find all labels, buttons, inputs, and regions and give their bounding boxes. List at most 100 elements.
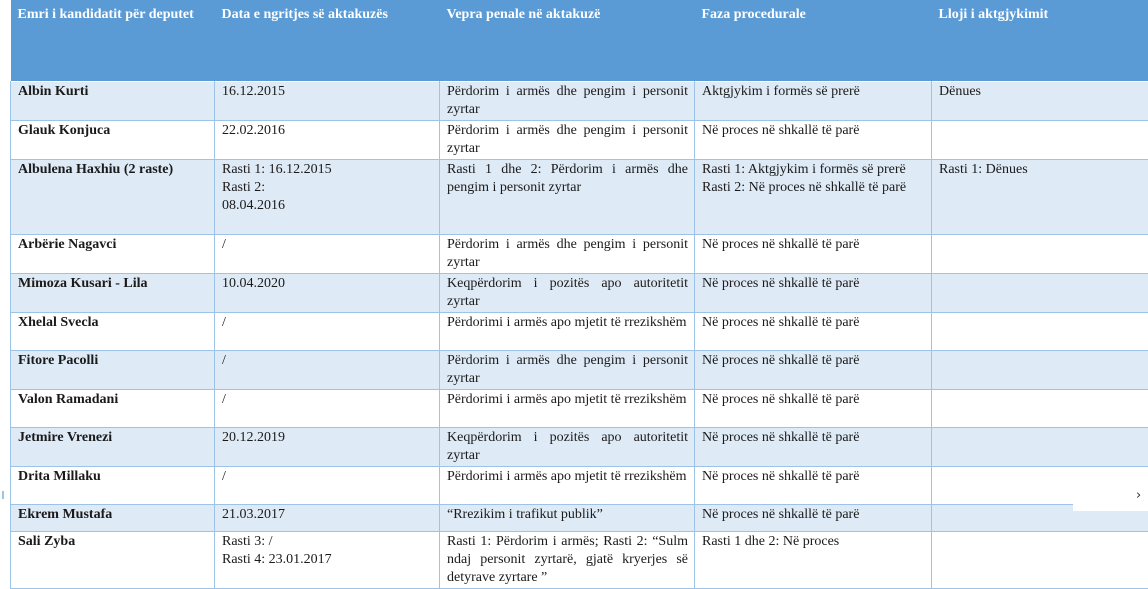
table-body: Albin Kurti 16.12.2015 Përdorim i armës dh… <box>11 82 1148 589</box>
cell-indictment-date-line: 16.12.2015 <box>222 83 433 101</box>
cell-criminal-offense-line: Përdorim i armës dhe pengim i personit z… <box>447 236 688 272</box>
cell-verdict-type <box>932 390 1148 428</box>
cell-candidate-name: Glauk Konjuca <box>11 121 215 160</box>
cell-indictment-date-line: / <box>222 468 433 486</box>
cell-criminal-offense-line: Keqpërdorim i pozitës apo autoritetit zy… <box>447 275 688 311</box>
cell-indictment-date-line: Rasti 3: / <box>222 533 433 551</box>
cell-indictment-date-line: 21.03.2017 <box>222 506 433 524</box>
cell-candidate-name: Fitore Pacolli <box>11 351 215 390</box>
cell-indictment-date: / <box>215 351 440 390</box>
cell-verdict-type: Rasti 1: Dënues <box>932 160 1148 235</box>
table-row: Ekrem Mustafa 21.03.2017 “Rrezikim i trafi… <box>11 505 1148 532</box>
cell-indictment-date-line: / <box>222 236 433 254</box>
cell-procedural-phase-line: Në proces në shkallë të parë <box>702 352 925 370</box>
cell-candidate-name: Mimoza Kusari - Lila <box>11 274 215 313</box>
cell-indictment-date: / <box>215 313 440 351</box>
cell-verdict-type <box>932 428 1148 467</box>
cell-verdict-type <box>932 274 1148 313</box>
cell-procedural-phase: Në proces në shkallë të parë <box>695 121 932 160</box>
cell-verdict-type <box>932 532 1148 589</box>
cell-indictment-date: 20.12.2019 <box>215 428 440 467</box>
table-row: Jetmire Vrenezi 20.12.2019 Keqpërdorim i p… <box>11 428 1148 467</box>
header-candidate-name: Emri i kandidatit për deputet <box>11 0 215 82</box>
cell-criminal-offense: Përdorim i armës dhe pengim i personit z… <box>440 351 695 390</box>
cell-indictment-date-line: 08.04.2016 <box>222 197 433 215</box>
cell-indictment-date: 21.03.2017 <box>215 505 440 532</box>
cell-candidate-name: Albin Kurti <box>11 82 215 121</box>
cell-criminal-offense: Rasti 1: Përdorim i armës; Rasti 2: “Sul… <box>440 532 695 589</box>
cell-indictment-date-line: Rasti 2: <box>222 179 433 197</box>
cell-verdict-type-line: Rasti 1: Dënues <box>939 161 1148 179</box>
cell-criminal-offense-line: Përdorim i armës dhe pengim i personit z… <box>447 83 688 119</box>
cell-candidate-name: Valon Ramadani <box>11 390 215 428</box>
cell-candidate-name: Jetmire Vrenezi <box>11 428 215 467</box>
cell-criminal-offense-line: Përdorimi i armës apo mjetit të rreziksh… <box>447 391 688 409</box>
cell-criminal-offense-line: Përdorimi i armës apo mjetit të rreziksh… <box>447 314 688 332</box>
cell-indictment-date-line: 20.12.2019 <box>222 429 433 447</box>
cell-criminal-offense: Përdorim i armës dhe pengim i personit z… <box>440 121 695 160</box>
cell-criminal-offense-line: Rasti 1 dhe 2: Përdorim i armës dhe peng… <box>447 161 688 197</box>
cell-procedural-phase: Në proces në shkallë të parë <box>695 467 932 505</box>
cell-procedural-phase-line: Rasti 1: Aktgjykim i formës së prerë <box>702 161 925 179</box>
cell-indictment-date: 10.04.2020 <box>215 274 440 313</box>
cell-criminal-offense: Përdorim i armës dhe pengim i personit z… <box>440 82 695 121</box>
cell-criminal-offense: Keqpërdorim i pozitës apo autoritetit zy… <box>440 274 695 313</box>
header-indictment-date: Data e ngritjes së aktakuzës <box>215 0 440 82</box>
cell-procedural-phase: Në proces në shkallë të parë <box>695 235 932 274</box>
cell-indictment-date-line: 22.02.2016 <box>222 122 433 140</box>
cell-criminal-offense-line: Përdorim i armës dhe pengim i personit z… <box>447 122 688 158</box>
cell-procedural-phase-line: Në proces në shkallë të parë <box>702 468 925 486</box>
cell-indictment-date: / <box>215 390 440 428</box>
cell-verdict-type-line: Dënues <box>939 83 1148 101</box>
header-procedural-phase: Faza procedurale <box>695 0 932 82</box>
cell-criminal-offense: Rasti 1 dhe 2: Përdorim i armës dhe peng… <box>440 160 695 235</box>
cell-indictment-date-line: / <box>222 314 433 332</box>
cell-indictment-date: Rasti 3: /Rasti 4: 23.01.2017 <box>215 532 440 589</box>
cell-procedural-phase: Në proces në shkallë të parë <box>695 428 932 467</box>
cell-procedural-phase-line: Në proces në shkallë të parë <box>702 314 925 332</box>
cell-procedural-phase: Rasti 1 dhe 2: Në proces <box>695 532 932 589</box>
cell-indictment-date: 22.02.2016 <box>215 121 440 160</box>
cell-candidate-name: Albulena Haxhiu (2 raste) <box>11 160 215 235</box>
cell-procedural-phase-line: Rasti 2: Në proces në shkallë të parë <box>702 179 925 197</box>
cell-criminal-offense-line: Rasti 1: Përdorim i armës; Rasti 2: “Sul… <box>447 533 688 587</box>
cell-criminal-offense: Përdorimi i armës apo mjetit të rreziksh… <box>440 390 695 428</box>
cell-verdict-type <box>932 121 1148 160</box>
cell-criminal-offense: “Rrezikim i trafikut publik” <box>440 505 695 532</box>
cell-procedural-phase: Në proces në shkallë të parë <box>695 313 932 351</box>
table-row: Valon Ramadani/ Përdorimi i armës apo mje… <box>11 390 1148 428</box>
cell-criminal-offense: Keqpërdorim i pozitës apo autoritetit zy… <box>440 428 695 467</box>
cell-procedural-phase-line: Rasti 1 dhe 2: Në proces <box>702 533 925 551</box>
table-row: Glauk Konjuca 22.02.2016 Përdorim i armës … <box>11 121 1148 160</box>
cell-indictment-date: / <box>215 235 440 274</box>
cell-indictment-date-line: 10.04.2020 <box>222 275 433 293</box>
cell-criminal-offense: Përdorim i armës dhe pengim i personit z… <box>440 235 695 274</box>
cell-candidate-name: Xhelal Svecla <box>11 313 215 351</box>
table-row: Mimoza Kusari - Lila 10.04.2020 Keqpërdori… <box>11 274 1148 313</box>
cell-procedural-phase: Në proces në shkallë të parë <box>695 390 932 428</box>
chevron-right-icon[interactable]: › <box>1136 489 1148 503</box>
cell-indictment-date-line: Rasti 1: 16.12.2015 <box>222 161 433 179</box>
cell-procedural-phase: Në proces në shkallë të parë <box>695 351 932 390</box>
cell-procedural-phase-line: Në proces në shkallë të parë <box>702 122 925 140</box>
cell-procedural-phase-line: Në proces në shkallë të parë <box>702 275 925 293</box>
cell-criminal-offense-line: Përdorim i armës dhe pengim i personit z… <box>447 352 688 388</box>
cell-procedural-phase: Në proces në shkallë të parë <box>695 505 932 532</box>
cell-procedural-phase-line: Në proces në shkallë të parë <box>702 429 925 447</box>
cell-candidate-name: Arbërie Nagavci <box>11 235 215 274</box>
cell-indictment-date: 16.12.2015 <box>215 82 440 121</box>
cell-criminal-offense-line: “Rrezikim i trafikut publik” <box>447 506 688 524</box>
table-row: Drita Millaku/Përdorimi i armës apo mjet… <box>11 467 1148 505</box>
cell-verdict-type <box>932 313 1148 351</box>
table-row: Xhelal Svecla / Përdorimi i armës apo mjet… <box>11 313 1148 351</box>
table-row: Fitore Pacolli/Përdorim i armës dhe peng… <box>11 351 1148 390</box>
cell-candidate-name: Ekrem Mustafa <box>11 505 215 532</box>
header-verdict-type: Lloji i aktgjykimit <box>932 0 1148 82</box>
cell-criminal-offense: Përdorimi i armës apo mjetit të rreziksh… <box>440 467 695 505</box>
table-row: Albulena Haxhiu (2 raste)Rasti 1: 16.12.… <box>11 160 1148 235</box>
cell-criminal-offense-line: Keqpërdorim i pozitës apo autoritetit zy… <box>447 429 688 465</box>
cell-procedural-phase: Në proces në shkallë të parë <box>695 274 932 313</box>
